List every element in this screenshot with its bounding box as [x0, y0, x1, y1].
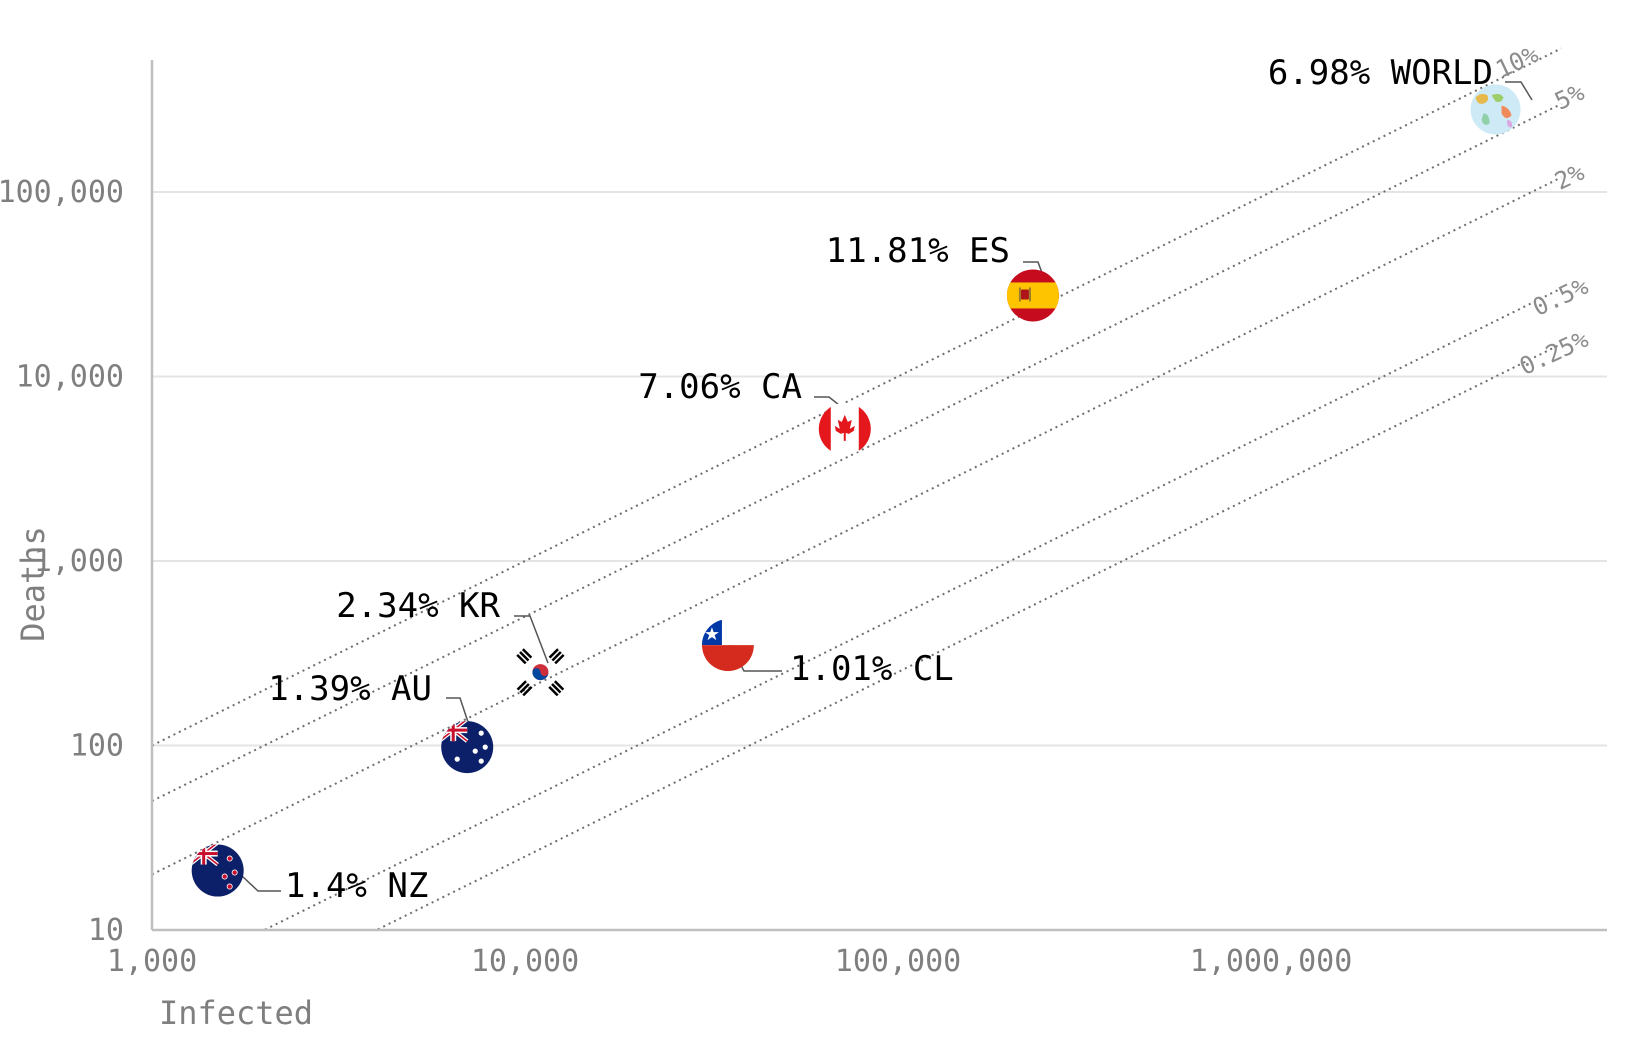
reference-line-label: 10% — [1491, 40, 1543, 84]
point-label-ca: 7.06% CA — [638, 367, 802, 407]
data-point-world — [1470, 84, 1521, 135]
axis-ticks: 10 100 1,000 10,000 100,000 1,000 10,000 100,00… — [0, 175, 1352, 979]
leader-line — [1505, 81, 1533, 101]
data-point-kr — [516, 648, 565, 697]
reference-line — [374, 343, 1562, 930]
world-flag-icon — [1470, 84, 1521, 135]
x-axis-title: Infected — [159, 994, 313, 1032]
point-label-es: 11.81% ES — [826, 231, 1010, 271]
point-label-world: 6.98% WORLD — [1268, 53, 1493, 93]
reference-line-label: 5% — [1551, 78, 1590, 116]
reference-line-label: 2% — [1551, 158, 1590, 196]
x-tick-label: 1,000 — [107, 944, 197, 979]
point-label-cl: 1.01% CL — [790, 649, 954, 689]
point-label-nz: 1.4% NZ — [285, 866, 428, 906]
y-tick-label: 100,000 — [0, 175, 124, 210]
data-point-es — [1006, 269, 1059, 322]
y-tick-label: 10,000 — [16, 360, 124, 395]
reference-line — [262, 287, 1562, 930]
ca-flag-icon — [818, 402, 871, 455]
cl-flag-icon — [701, 619, 754, 672]
x-tick-label: 100,000 — [835, 944, 961, 979]
reference-line — [152, 103, 1562, 802]
y-tick-label: 10 — [88, 913, 124, 948]
x-tick-label: 10,000 — [471, 944, 579, 979]
es-flag-icon — [1006, 269, 1059, 322]
data-point-nz — [191, 844, 244, 897]
leader-line — [241, 875, 281, 892]
leader-line — [514, 615, 549, 664]
reference-line-label: 0.5% — [1528, 272, 1593, 322]
data-points — [191, 84, 1521, 897]
reference-line — [152, 176, 1562, 876]
data-point-cl — [701, 619, 754, 672]
x-tick-label: 1,000,000 — [1190, 944, 1353, 979]
point-label-au: 1.39% AU — [268, 669, 432, 709]
gridlines — [152, 191, 1607, 747]
point-labels: 1.4% NZ 1.39% AU 2.34% KR 1.01% CL 7.06% CA 1… — [268, 53, 1493, 906]
nz-flag-icon — [191, 844, 244, 897]
y-tick-label: 100 — [70, 729, 124, 764]
label-leaders — [241, 81, 1533, 892]
point-label-kr: 2.34% KR — [336, 586, 500, 626]
data-point-au — [441, 721, 494, 774]
y-axis-title: Deaths — [14, 526, 52, 642]
reference-line — [152, 47, 1562, 747]
reference-lines — [152, 47, 1562, 930]
leader-line — [446, 697, 469, 723]
y-tick-label: 1,000 — [34, 544, 124, 579]
data-point-ca — [818, 402, 871, 455]
kr-flag-icon — [516, 648, 565, 697]
reference-line-label: 0.25% — [1515, 325, 1593, 381]
au-flag-icon — [441, 721, 494, 774]
